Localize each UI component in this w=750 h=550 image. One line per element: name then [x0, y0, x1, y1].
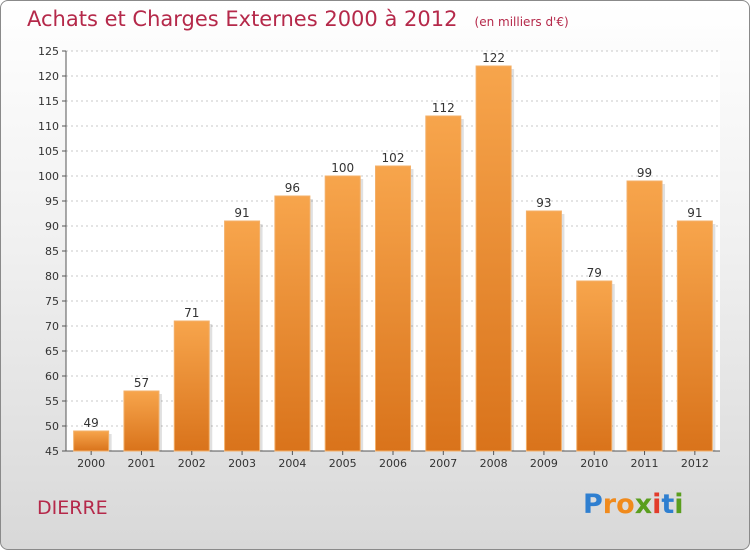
y-tick-label: 80 [45, 270, 59, 283]
bar [425, 115, 462, 452]
x-tick-label: 2005 [329, 457, 357, 470]
logo-letter: i [652, 489, 662, 520]
y-tick-label: 50 [45, 420, 59, 433]
logo-letter: i [674, 489, 684, 520]
y-tick-label: 120 [38, 70, 59, 83]
y-tick-label: 125 [38, 45, 59, 58]
bar-value-label: 93 [536, 196, 551, 210]
x-tick-label: 2003 [228, 457, 256, 470]
bar [123, 390, 160, 452]
bar [626, 180, 663, 452]
y-tick-label: 65 [45, 345, 59, 358]
bar-value-label: 57 [134, 376, 149, 390]
bar-value-label: 99 [637, 166, 652, 180]
x-tick-label: 2010 [580, 457, 608, 470]
logo-letter: o [616, 489, 635, 520]
x-tick-label: 2012 [681, 457, 709, 470]
bar-value-label: 112 [432, 101, 455, 115]
bar-value-label: 71 [184, 306, 199, 320]
y-tick-label: 45 [45, 445, 59, 458]
x-tick-label: 2001 [127, 457, 155, 470]
bar [274, 195, 311, 452]
x-tick-label: 2006 [379, 457, 407, 470]
bar [173, 320, 210, 452]
bar [676, 220, 713, 452]
y-tick-label: 110 [38, 120, 59, 133]
y-tick-label: 90 [45, 220, 59, 233]
chart-subtitle: (en milliers d'€) [474, 15, 569, 29]
bar [375, 165, 411, 452]
bar-value-label: 122 [482, 51, 505, 65]
bar-value-label: 102 [382, 151, 405, 165]
bar-value-label: 96 [285, 181, 300, 195]
y-tick-label: 100 [38, 170, 59, 183]
chart-title: Achats et Charges Externes 2000 à 2012 [27, 7, 458, 31]
bar-value-label: 91 [234, 206, 249, 220]
y-tick-label: 60 [45, 370, 59, 383]
y-tick-label: 55 [45, 395, 59, 408]
y-tick-label: 115 [38, 95, 59, 108]
x-tick-label: 2007 [429, 457, 457, 470]
bar [475, 65, 512, 452]
y-tick-label: 70 [45, 320, 59, 333]
bar [324, 175, 361, 452]
x-tick-label: 2002 [178, 457, 206, 470]
bar-value-label: 100 [331, 161, 354, 175]
bar [224, 220, 261, 452]
logo-letter: x [634, 489, 653, 520]
y-tick-label: 75 [45, 295, 59, 308]
logo-letter: P [583, 489, 603, 520]
title-row: Achats et Charges Externes 2000 à 2012 (… [27, 7, 569, 31]
bar-value-label: 49 [84, 416, 99, 430]
bar [576, 280, 613, 452]
x-tick-label: 2011 [631, 457, 659, 470]
y-tick-label: 95 [45, 195, 59, 208]
y-tick-label: 85 [45, 245, 59, 258]
x-tick-label: 2000 [77, 457, 105, 470]
proxiti-logo: Proxiti [583, 489, 684, 520]
x-tick-label: 2009 [530, 457, 558, 470]
commune-name: DIERRE [37, 497, 108, 519]
bar [525, 210, 562, 452]
bar [73, 430, 110, 452]
bar-value-label: 91 [687, 206, 702, 220]
logo-letter: t [661, 489, 675, 520]
x-tick-label: 2008 [480, 457, 508, 470]
y-tick-label: 105 [38, 145, 59, 158]
x-tick-label: 2004 [278, 457, 306, 470]
logo-letter: r [602, 489, 617, 520]
bar-value-label: 79 [587, 266, 602, 280]
